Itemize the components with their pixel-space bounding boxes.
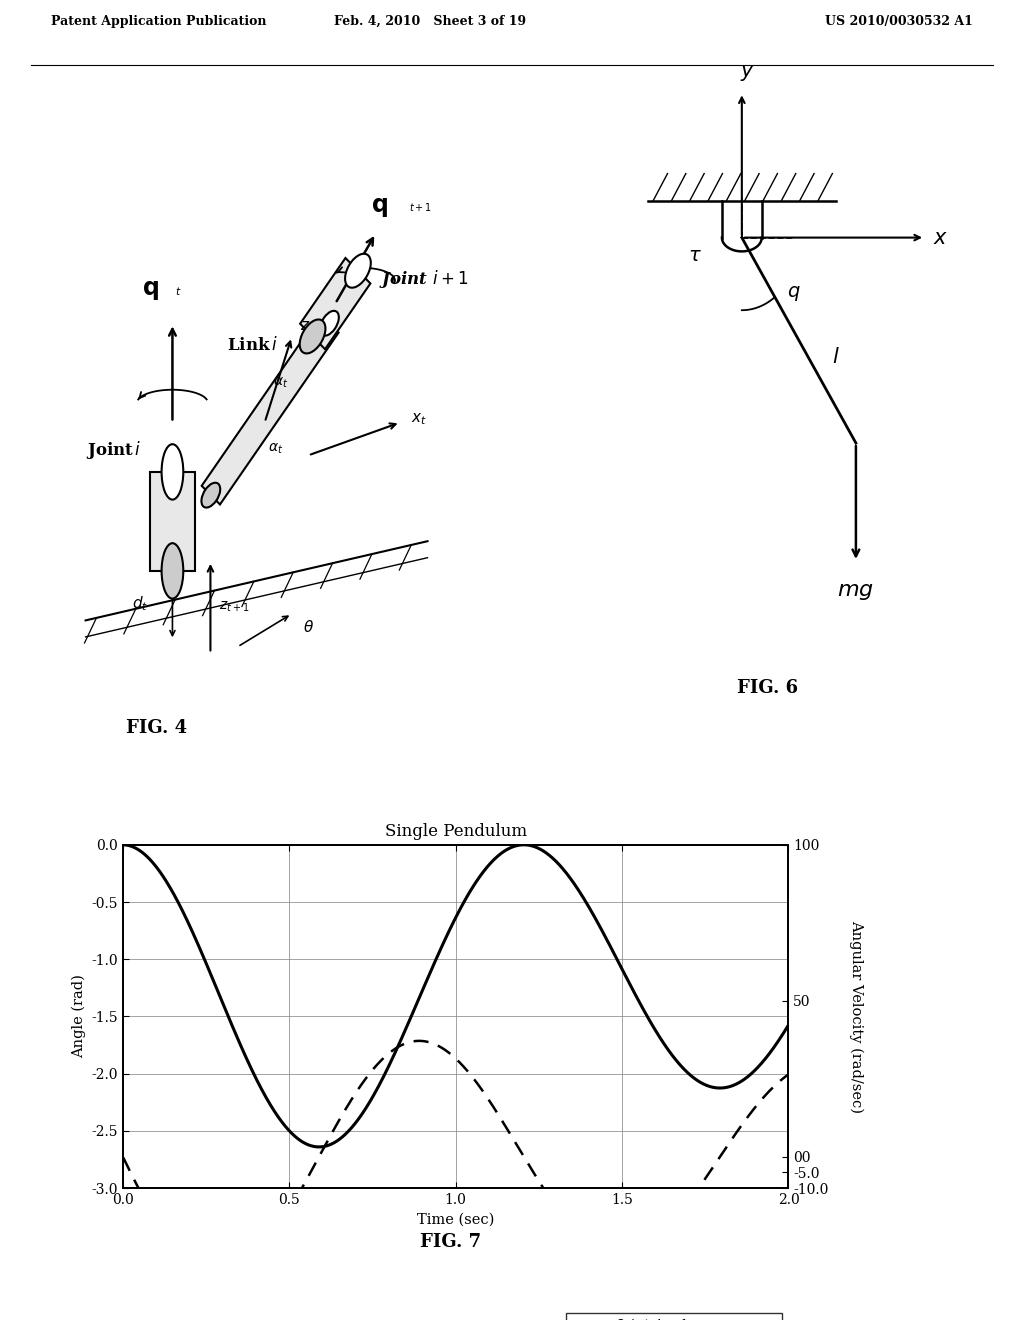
Polygon shape [300, 257, 371, 350]
Text: $_t$: $_t$ [175, 282, 182, 298]
Ellipse shape [162, 444, 183, 500]
Text: $\tau$: $\tau$ [688, 246, 701, 265]
Text: $\alpha_t$: $\alpha_t$ [268, 442, 284, 455]
Ellipse shape [345, 253, 371, 288]
Ellipse shape [300, 319, 326, 354]
Polygon shape [202, 314, 339, 504]
Legend: Joint Angle, Joint Anglular Velocity: Joint Angle, Joint Anglular Velocity [566, 1313, 781, 1320]
Text: Feb. 4, 2010   Sheet 3 of 19: Feb. 4, 2010 Sheet 3 of 19 [334, 16, 526, 28]
Ellipse shape [162, 543, 183, 599]
Text: $\theta$: $\theta$ [303, 619, 313, 635]
Polygon shape [150, 473, 196, 570]
Text: $\mathbf{q}$: $\mathbf{q}$ [142, 279, 159, 302]
Text: $x$: $x$ [933, 227, 948, 248]
Text: Link$\,i$: Link$\,i$ [226, 335, 278, 354]
Text: $x_t$: $x_t$ [412, 412, 427, 426]
Text: FIG. 6: FIG. 6 [737, 678, 799, 697]
Title: Single Pendulum: Single Pendulum [385, 824, 526, 841]
Text: FIG. 4: FIG. 4 [126, 718, 186, 737]
Text: Joint $i+1$: Joint $i+1$ [379, 268, 468, 290]
Text: $mg$: $mg$ [838, 582, 874, 602]
Text: $_{t+1}$: $_{t+1}$ [410, 201, 432, 214]
Text: $z_t$: $z_t$ [300, 319, 314, 334]
Text: US 2010/0030532 A1: US 2010/0030532 A1 [825, 16, 973, 28]
Text: Joint$\,i$: Joint$\,i$ [86, 440, 141, 462]
Ellipse shape [202, 483, 220, 508]
Text: $\mathbf{q}$: $\mathbf{q}$ [371, 195, 388, 219]
Text: $q$: $q$ [787, 284, 801, 304]
Text: $\alpha_t$: $\alpha_t$ [273, 376, 289, 389]
Text: $y$: $y$ [739, 62, 755, 83]
Text: $l$: $l$ [833, 347, 840, 367]
Y-axis label: Angle (rad): Angle (rad) [72, 974, 86, 1059]
Text: $z_{t+1}$: $z_{t+1}$ [218, 601, 249, 614]
X-axis label: Time (sec): Time (sec) [417, 1212, 495, 1226]
Text: Patent Application Publication: Patent Application Publication [51, 16, 266, 28]
Ellipse shape [321, 310, 339, 335]
Y-axis label: Angular Velocity (rad/sec): Angular Velocity (rad/sec) [850, 920, 864, 1113]
Text: $d_t$: $d_t$ [132, 594, 148, 614]
Text: FIG. 7: FIG. 7 [420, 1233, 481, 1251]
